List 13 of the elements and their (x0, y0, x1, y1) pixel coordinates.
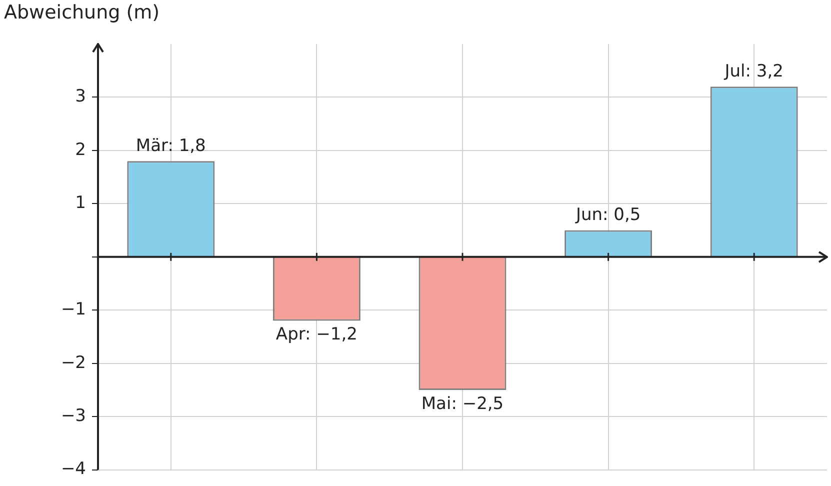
data-label: Mär: 1,8 (136, 136, 206, 156)
y-tick-label: −2 (60, 352, 86, 373)
y-tick-label: 1 (75, 193, 86, 214)
y-tick-label: −1 (60, 300, 86, 320)
data-label: Apr: −1,2 (276, 324, 358, 345)
y-axis-title: Abweichung (m) (4, 1, 160, 24)
y-tick-label: 2 (75, 140, 86, 160)
data-label: Jul: 3,2 (724, 62, 784, 82)
y-tick-label: 3 (75, 86, 86, 107)
y-tick-label: −4 (60, 459, 86, 480)
data-label: Mai: −2,5 (421, 394, 504, 414)
data-label: Jun: 0,5 (574, 205, 641, 226)
y-tick-label: −3 (60, 406, 86, 426)
